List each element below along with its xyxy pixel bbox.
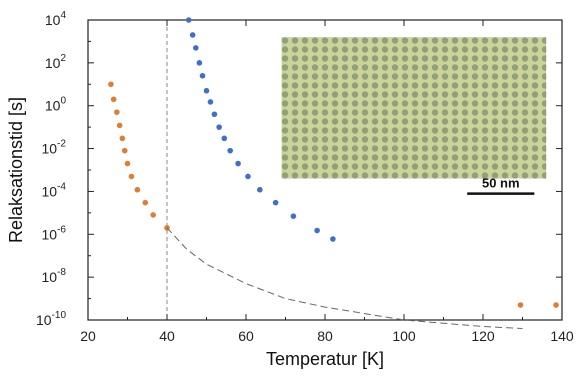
series-0-point	[553, 302, 559, 308]
inset-scale-label: 50 nm	[482, 176, 520, 191]
series-0-point	[128, 173, 135, 180]
series-1-point	[185, 17, 192, 23]
y-tick-label: 10-2	[42, 139, 67, 157]
series-0-point	[517, 302, 524, 308]
series-0-point	[110, 96, 117, 103]
series-0-point	[124, 160, 131, 167]
series-0-point	[116, 122, 123, 129]
x-tick-label: 40	[159, 328, 175, 344]
series-0-point	[114, 109, 120, 115]
y-tick-base: 10	[42, 141, 58, 157]
y-tick-exponent: 0	[60, 96, 66, 107]
y-tick-exponent: -4	[57, 181, 66, 192]
y-tick-label: 100	[45, 96, 67, 114]
series-1-point	[189, 32, 196, 38]
y-axis-title: Relaksationstid [s]	[6, 97, 26, 243]
series-0-point	[108, 81, 114, 88]
y-tick-label: 10-8	[42, 267, 67, 285]
y-tick-label: 102	[45, 53, 67, 71]
y-tick-base: 10	[45, 55, 61, 71]
y-tick-label: 10-6	[42, 224, 67, 242]
y-tick-exponent: -10	[52, 310, 67, 321]
series-1-point	[193, 45, 199, 51]
series-1-point	[290, 213, 297, 219]
series-1-point	[257, 186, 263, 193]
y-tick-label: 104	[45, 10, 67, 28]
series-1-point	[203, 87, 210, 94]
series-0-point	[134, 186, 141, 193]
y-tick-exponent: -6	[57, 224, 66, 235]
series-1-point	[221, 135, 228, 142]
y-tick-base: 10	[45, 98, 61, 114]
y-tick-base: 10	[42, 226, 58, 242]
x-tick-label: 140	[550, 328, 574, 344]
x-tick-label: 20	[80, 328, 96, 344]
y-tick-exponent: -8	[57, 267, 66, 278]
series-1-point	[199, 72, 206, 79]
series-0-point	[142, 199, 149, 206]
series-1-point	[314, 227, 320, 234]
x-tick-label: 60	[238, 328, 254, 344]
x-axis-title: Temperatur [K]	[266, 349, 384, 369]
series-1-point	[272, 199, 279, 206]
series-1-point	[196, 60, 203, 66]
series-1-point	[207, 99, 214, 105]
series-1-point	[235, 160, 241, 167]
y-tick-exponent: 2	[60, 53, 66, 64]
y-tick-exponent: -2	[57, 139, 66, 150]
series-0-point	[121, 147, 128, 154]
series-0-point	[150, 212, 156, 218]
y-tick-base: 10	[42, 269, 58, 285]
series-1-point	[330, 236, 336, 242]
x-tick-label: 100	[392, 328, 416, 344]
y-tick-base: 10	[45, 12, 61, 28]
y-tick-label: 10-10	[36, 310, 66, 328]
y-tick-exponent: 4	[60, 10, 66, 21]
y-tick-label: 10-4	[42, 181, 67, 199]
series-1-point	[216, 124, 222, 130]
series-1-point	[245, 173, 251, 180]
series-0-point	[119, 135, 126, 142]
x-tick-label: 80	[317, 328, 333, 344]
x-tick-label: 120	[471, 328, 495, 344]
y-tick-base: 10	[36, 312, 52, 328]
y-tick-base: 10	[42, 183, 58, 199]
inset-particle-lattice	[281, 37, 547, 179]
fit-curve	[166, 227, 523, 329]
series-1-point	[211, 111, 218, 118]
series-1-point	[227, 147, 233, 154]
